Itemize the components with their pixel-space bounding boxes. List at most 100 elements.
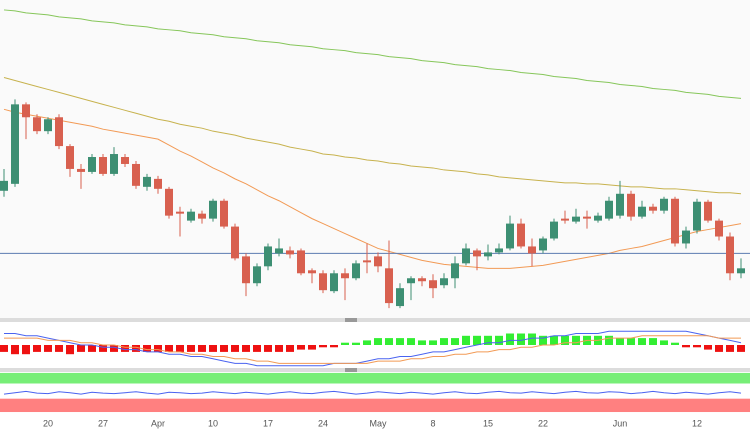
separator-handle xyxy=(345,368,357,372)
histogram-bar xyxy=(495,335,503,345)
candle-body xyxy=(407,278,415,284)
histogram-bar xyxy=(517,333,525,345)
histogram-bar xyxy=(715,345,723,352)
candle-body xyxy=(550,221,558,239)
candle-body xyxy=(660,198,668,211)
candle-body xyxy=(715,220,723,237)
histogram-bar xyxy=(33,345,41,352)
candle-body xyxy=(253,266,261,284)
candle-body xyxy=(341,273,349,279)
separator-handle xyxy=(345,318,357,322)
histogram-bar xyxy=(319,345,327,348)
histogram-bar xyxy=(561,335,569,345)
candle-body xyxy=(374,256,382,267)
x-tick-label: 12 xyxy=(692,418,702,428)
candle-body xyxy=(319,273,327,291)
histogram-bar xyxy=(231,345,239,352)
histogram-bar xyxy=(275,345,283,352)
histogram-bar xyxy=(374,338,382,345)
candle-body xyxy=(33,117,41,132)
x-tick-label: 20 xyxy=(43,418,53,428)
histogram-bar xyxy=(660,340,668,345)
candle-body xyxy=(187,211,195,221)
candle-body xyxy=(198,213,206,219)
candle-body xyxy=(726,236,734,274)
candle-body xyxy=(484,252,492,257)
histogram-bar xyxy=(572,335,580,345)
candle-body xyxy=(220,200,228,227)
histogram-bar xyxy=(638,338,646,345)
candle-body xyxy=(99,157,107,174)
candle-body xyxy=(275,248,283,254)
histogram-bar xyxy=(286,345,294,352)
histogram-bar xyxy=(407,338,415,345)
candle-body xyxy=(264,246,272,267)
histogram-bar xyxy=(22,345,30,355)
histogram-bar xyxy=(550,335,558,345)
indicator-line xyxy=(3,9,742,99)
candle-body xyxy=(539,238,547,251)
histogram-bar xyxy=(308,345,316,350)
histogram-bar xyxy=(176,345,184,352)
indicator-line xyxy=(3,390,742,395)
candle-body xyxy=(330,273,338,292)
histogram-bar xyxy=(11,345,19,355)
x-tick-label: 15 xyxy=(483,418,493,428)
candle-body xyxy=(110,154,118,174)
x-tick-label: Apr xyxy=(151,418,165,428)
candle-body xyxy=(583,216,591,219)
band xyxy=(0,372,750,384)
histogram-bar xyxy=(154,345,162,352)
histogram-bar xyxy=(682,345,690,348)
candle-body xyxy=(0,180,8,191)
histogram-bar xyxy=(209,345,217,352)
candle-body xyxy=(22,104,30,118)
histogram-bar xyxy=(121,345,129,352)
histogram-bar xyxy=(352,342,360,345)
histogram-bar xyxy=(110,345,118,352)
candle-body xyxy=(517,223,525,247)
candle-body xyxy=(121,157,129,164)
candle-body xyxy=(363,260,371,263)
candle-body xyxy=(297,250,305,274)
candle-body xyxy=(385,268,393,304)
candle-body xyxy=(682,230,690,244)
histogram-bar xyxy=(528,333,536,345)
candle-body xyxy=(594,215,602,221)
histogram-bar xyxy=(88,345,96,352)
candle-body xyxy=(561,218,569,221)
histogram-bar xyxy=(220,345,228,352)
candle-body xyxy=(528,246,536,254)
histogram-bar xyxy=(0,345,8,352)
histogram-bar xyxy=(187,345,195,352)
band xyxy=(0,398,750,413)
histogram-bar xyxy=(462,335,470,345)
histogram-bar xyxy=(44,345,52,352)
candle-body xyxy=(462,248,470,264)
x-tick-label: 27 xyxy=(98,418,108,428)
histogram-bar xyxy=(484,335,492,345)
histogram-bar xyxy=(726,345,734,352)
x-tick-label: May xyxy=(369,418,387,428)
histogram-bar xyxy=(99,345,107,352)
histogram-bar xyxy=(671,342,679,345)
histogram-bar xyxy=(143,345,151,352)
histogram-bar xyxy=(693,345,701,348)
histogram-bar xyxy=(77,345,85,352)
candle-body xyxy=(473,250,481,257)
candle-body xyxy=(11,104,19,184)
x-tick-label: 22 xyxy=(538,418,548,428)
candle-body xyxy=(55,117,63,147)
candle-body xyxy=(176,211,184,214)
histogram-bar xyxy=(396,338,404,345)
candle-body xyxy=(396,288,404,307)
histogram-bar xyxy=(737,345,745,352)
histogram-bar xyxy=(418,340,426,345)
histogram-bar xyxy=(429,340,437,345)
histogram-bar xyxy=(704,345,712,350)
candle-body xyxy=(605,200,613,219)
x-tick-label: 17 xyxy=(263,418,273,428)
candle-body xyxy=(165,188,173,216)
histogram-bar xyxy=(253,345,261,352)
